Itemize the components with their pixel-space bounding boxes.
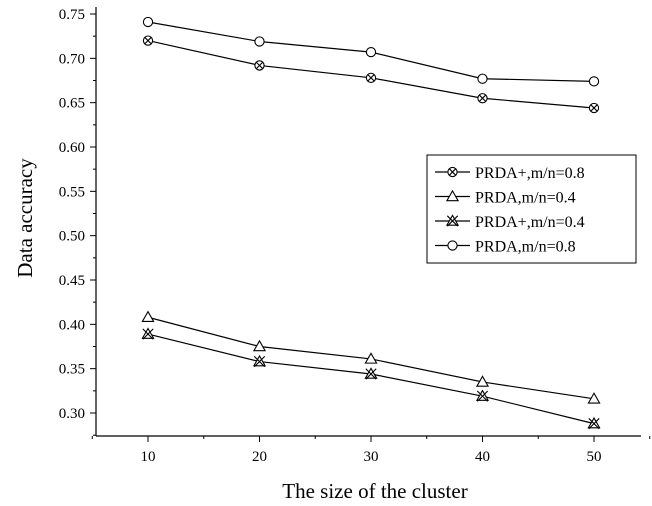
legend-marker bbox=[445, 214, 460, 227]
legend-marker bbox=[445, 189, 460, 202]
data-point bbox=[588, 102, 600, 114]
y-tick-label: 0.45 bbox=[59, 273, 85, 289]
data-point bbox=[587, 416, 601, 430]
series-line bbox=[147, 333, 595, 425]
x-tick-label: 20 bbox=[252, 449, 267, 465]
y-axis-ticks: 0.30 0.35 0.40 0.45 0.50 0.55 0.60 0.65 0.70 0.75 bbox=[59, 7, 96, 436]
y-tick-label: 0.70 bbox=[59, 51, 85, 67]
legend-label: PRDA+,m/n=0.8 bbox=[475, 165, 585, 182]
data-point bbox=[141, 310, 155, 322]
y-tick-label: 0.65 bbox=[59, 96, 85, 112]
series-layer bbox=[141, 16, 601, 430]
x-tick-label: 10 bbox=[141, 449, 156, 465]
data-point bbox=[254, 36, 265, 47]
series-4 bbox=[142, 16, 600, 87]
x-tick-label: 40 bbox=[475, 449, 490, 465]
data-point bbox=[364, 367, 378, 380]
series-3 bbox=[141, 327, 601, 430]
legend-item: PRDA+,m/n=0.8 bbox=[435, 165, 585, 182]
legend-item: PRDA,m/n=0.8 bbox=[435, 239, 576, 256]
data-point bbox=[252, 339, 267, 352]
data-point bbox=[142, 16, 154, 28]
x-tick-label: 50 bbox=[587, 449, 602, 465]
legend-marker bbox=[447, 166, 458, 178]
y-axis-label: Data accuracy bbox=[13, 158, 37, 278]
data-point bbox=[475, 375, 490, 387]
legend-label: PRDA,m/n=0.4 bbox=[475, 190, 576, 207]
data-point bbox=[364, 352, 378, 364]
data-point bbox=[252, 354, 267, 368]
data-point bbox=[365, 72, 377, 83]
data-point bbox=[477, 93, 488, 104]
data-point bbox=[254, 60, 265, 71]
y-tick-label: 0.60 bbox=[59, 140, 85, 156]
data-point bbox=[475, 389, 490, 402]
y-tick-label: 0.35 bbox=[59, 362, 85, 378]
legend-label: PRDA+,m/n=0.4 bbox=[475, 214, 585, 231]
y-tick-label: 0.30 bbox=[59, 406, 85, 422]
y-tick-label: 0.40 bbox=[59, 317, 85, 333]
legend-marker bbox=[447, 240, 458, 251]
legend: PRDA+,m/n=0.8 PRDA,m/n=0.4 PRDA+,m/n=0.4 PR… bbox=[426, 154, 637, 264]
y-tick-label: 0.75 bbox=[59, 7, 85, 23]
axes bbox=[95, 7, 641, 437]
data-point bbox=[587, 392, 601, 404]
data-point bbox=[365, 46, 377, 58]
x-axis-ticks: 10 20 30 40 50 bbox=[91, 436, 651, 465]
y-tick-label: 0.50 bbox=[59, 229, 85, 245]
data-point bbox=[141, 327, 155, 340]
y-tick-label: 0.55 bbox=[59, 184, 85, 200]
data-point bbox=[142, 35, 154, 46]
series-1 bbox=[142, 35, 600, 114]
legend-label: PRDA,m/n=0.8 bbox=[475, 239, 576, 256]
data-point bbox=[588, 76, 600, 87]
x-tick-label: 30 bbox=[364, 449, 379, 465]
x-axis-label: The size of the cluster bbox=[282, 479, 467, 503]
series-2 bbox=[141, 310, 601, 404]
legend-item: PRDA,m/n=0.4 bbox=[435, 190, 576, 207]
data-point bbox=[477, 73, 488, 84]
legend-item: PRDA+,m/n=0.4 bbox=[435, 214, 585, 231]
